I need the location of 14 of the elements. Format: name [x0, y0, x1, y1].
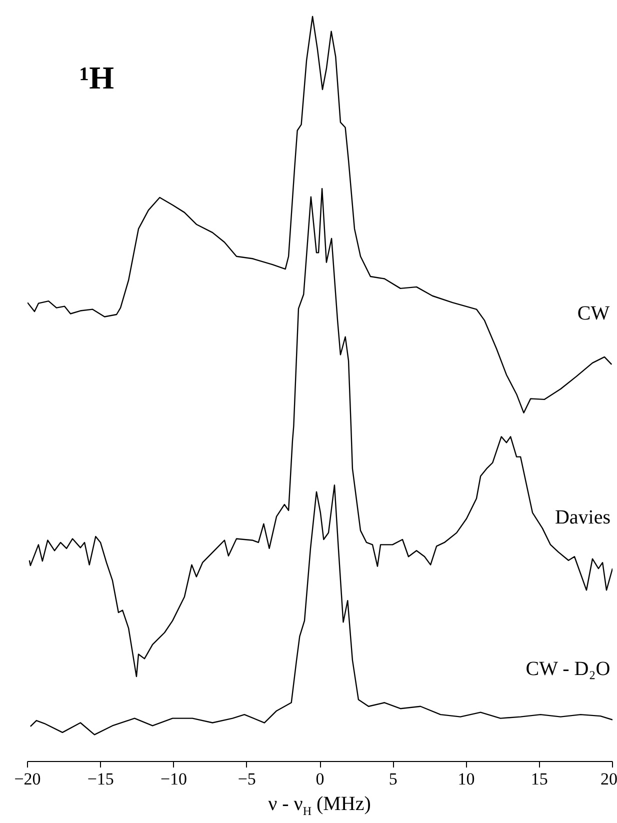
x-tick-label: 10 — [458, 770, 475, 788]
text: ¹H — [80, 60, 114, 96]
x-tick-label: 20 — [600, 770, 617, 788]
x-tick-label: 15 — [530, 770, 548, 788]
x-tick-label: 0 — [316, 770, 324, 788]
series-label: CW - D₂O — [526, 658, 610, 680]
x-tick-label: 5 — [388, 770, 398, 788]
x-tick-label: −5 — [238, 770, 256, 788]
x-tick-label: −10 — [160, 770, 188, 788]
series-label: CW — [577, 302, 610, 324]
x-tick-label: −20 — [14, 770, 41, 788]
x-axis-title: ν - ν$_{H}$ (MHz) — [267, 792, 372, 820]
series-label: Davies — [554, 506, 611, 529]
x-tick-label: −15 — [87, 770, 114, 788]
